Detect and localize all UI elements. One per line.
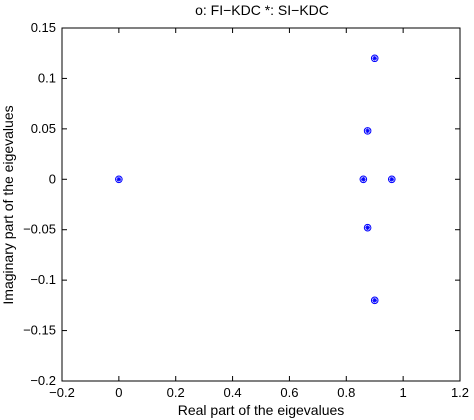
- y-axis-label: Imaginary part of the eigevalues: [0, 105, 16, 304]
- x-axis-label: Real part of the eigevalues: [178, 402, 345, 418]
- fi-kdc-point: [363, 223, 372, 232]
- y-tick-label: 0.1: [38, 70, 56, 85]
- y-tick-label: 0: [49, 171, 56, 186]
- x-tick-label: 0.8: [337, 385, 355, 400]
- si-kdc-point: [360, 176, 366, 182]
- si-kdc-point: [365, 128, 371, 134]
- x-tick-label: 1.2: [451, 385, 469, 400]
- y-tick-label: −0.15: [23, 323, 56, 338]
- x-tick-label: 0.2: [167, 385, 185, 400]
- axis-ticks: −0.2 0 0.2 0.4 0.6 0.8 1 1.2 −0.2 −0.15 −0.1 −0.05 0…: [23, 20, 469, 400]
- fi-kdc-point: [370, 296, 379, 305]
- y-tick-label: 0.15: [31, 20, 56, 35]
- si-kdc-point: [372, 297, 378, 303]
- x-tick-label: 1: [400, 385, 407, 400]
- si-kdc-point: [116, 176, 122, 182]
- data-markers: [115, 54, 396, 305]
- x-tick-label: 0: [115, 385, 122, 400]
- fi-kdc-point: [387, 175, 396, 184]
- si-kdc-point: [372, 55, 378, 61]
- fi-kdc-point: [115, 175, 123, 184]
- x-tick-label: 0.4: [224, 385, 242, 400]
- si-kdc-point: [365, 225, 371, 231]
- fi-kdc-point: [370, 54, 379, 63]
- y-tick-label: −0.05: [23, 222, 56, 237]
- si-kdc-point: [389, 176, 395, 182]
- y-tick-label: 0.05: [31, 121, 56, 136]
- plot-area: [61, 27, 461, 382]
- y-tick-label: −0.1: [30, 272, 56, 287]
- fi-kdc-point: [363, 127, 372, 135]
- x-tick-label: 0.6: [280, 385, 298, 400]
- x-tick-label: −0.2: [49, 385, 75, 400]
- chart-title: o: FI−KDC *: SI−KDC: [195, 2, 329, 18]
- fi-kdc-point: [359, 175, 368, 184]
- y-tick-label: −0.2: [30, 373, 56, 388]
